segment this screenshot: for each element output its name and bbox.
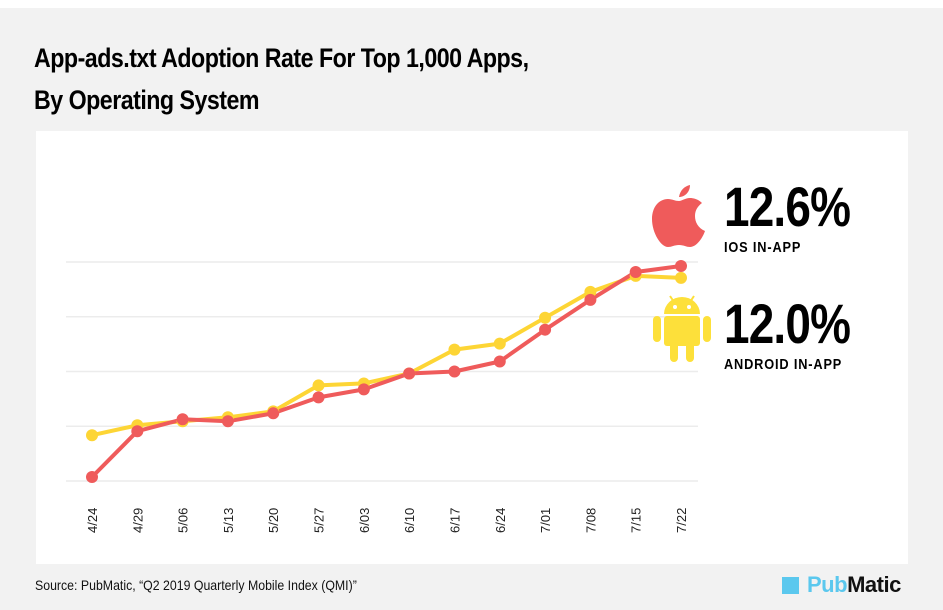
data-point-ios <box>403 367 416 380</box>
x-tick-label: 5/06 <box>176 508 191 533</box>
x-tick-label: 5/27 <box>312 508 327 533</box>
ios-label: IOS IN-APP <box>724 239 802 256</box>
x-tick-label: 7/08 <box>583 508 598 533</box>
series-line-ios <box>90 264 682 479</box>
x-tick-label: 6/24 <box>493 508 508 533</box>
data-point-ios <box>675 259 687 272</box>
data-point-android <box>539 311 552 324</box>
data-point-ios <box>584 293 597 306</box>
data-point-android <box>675 271 687 284</box>
data-point-android <box>312 379 325 392</box>
x-tick-label: 7/22 <box>674 508 689 533</box>
data-point-ios <box>448 365 461 378</box>
data-point-android <box>493 337 506 350</box>
data-point-ios <box>629 265 642 278</box>
data-point-ios <box>176 413 189 426</box>
x-tick-label: 5/20 <box>266 508 281 533</box>
data-point-ios <box>312 391 325 404</box>
logo-text-pub: Pub <box>807 572 848 597</box>
data-point-ios <box>493 355 506 368</box>
x-tick-label: 6/10 <box>402 508 417 533</box>
ios-percentage: 12.6% <box>724 175 851 238</box>
x-axis-tick-labels: 4/24 4/29 5/06 5/13 5/20 5/27 6/03 6/10 6/17 6/24… <box>85 508 689 533</box>
data-point-android <box>448 343 461 356</box>
gridlines <box>66 261 698 482</box>
x-tick-label: 5/13 <box>221 508 236 533</box>
logo-square-icon <box>782 576 799 594</box>
x-tick-label: 4/29 <box>130 508 145 533</box>
source-note: Source: PubMatic, “Q2 2019 Quarterly Mob… <box>35 577 357 593</box>
apple-icon <box>652 185 705 247</box>
data-point-ios <box>221 415 234 428</box>
data-point-ios <box>267 407 280 420</box>
data-point-ios <box>131 425 144 438</box>
android-label: ANDROID IN-APP <box>724 356 843 373</box>
title-line-1: App-ads.txt Adoption Rate For Top 1,000 … <box>34 43 529 73</box>
logo-text-matic: Matic <box>847 572 901 597</box>
x-tick-label: 7/01 <box>538 508 553 533</box>
data-point-ios <box>86 471 98 484</box>
data-point-android <box>86 429 98 442</box>
chart-card: 4/24 4/29 5/06 5/13 5/20 5/27 6/03 6/10 6/17 6/24… <box>36 131 908 564</box>
data-point-ios <box>539 323 552 336</box>
data-point-ios <box>357 383 370 396</box>
x-tick-label: 6/17 <box>447 508 462 533</box>
series-lines <box>90 264 682 479</box>
android-icon <box>653 295 711 362</box>
x-tick-label: 4/24 <box>85 508 100 533</box>
chart-title: App-ads.txt Adoption Rate For Top 1,000 … <box>34 37 722 121</box>
x-tick-label: 6/03 <box>357 508 372 533</box>
series-points <box>86 259 687 484</box>
android-percentage: 12.0% <box>724 292 851 355</box>
line-chart: 4/24 4/29 5/06 5/13 5/20 5/27 6/03 6/10 6/17 6/24… <box>66 259 698 533</box>
pubmatic-logo: Pub Matic <box>782 572 901 597</box>
x-tick-label: 7/15 <box>629 508 644 533</box>
title-line-2: By Operating System <box>34 85 260 115</box>
